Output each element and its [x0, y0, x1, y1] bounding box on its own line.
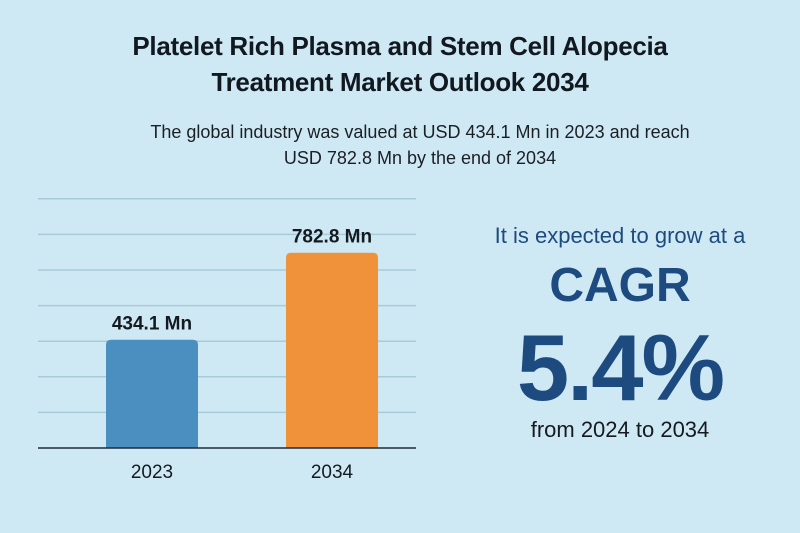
- x-tick-label-2034: 2034: [311, 462, 354, 483]
- data-label-2023: 434.1 Mn: [112, 314, 192, 335]
- subtitle: The global industry was valued at USD 43…: [80, 119, 760, 171]
- data-label-2034: 782.8 Mn: [292, 227, 372, 248]
- cagr-intro: It is expected to grow at a: [494, 223, 746, 248]
- cagr-value: 5.4%: [516, 315, 725, 420]
- labels: 434.1 Mn 2023 782.8 Mn 2034: [112, 227, 372, 483]
- bars: [106, 252, 378, 448]
- subtitle-line-1: The global industry was valued at USD 43…: [150, 122, 690, 142]
- page-title: Platelet Rich Plasma and Stem Cell Alope…: [0, 28, 800, 100]
- title-line-2: Treatment Market Outlook 2034: [211, 67, 589, 97]
- bar-2034: [286, 252, 378, 448]
- cagr-label: CAGR: [549, 259, 691, 312]
- cagr-period: from 2024 to 2034: [530, 417, 710, 442]
- bar-2023: [106, 339, 198, 448]
- x-tick-label-2023: 2023: [131, 462, 173, 483]
- title-line-1: Platelet Rich Plasma and Stem Cell Alope…: [132, 31, 668, 61]
- subtitle-line-2: USD 782.8 Mn by the end of 2034: [283, 148, 557, 168]
